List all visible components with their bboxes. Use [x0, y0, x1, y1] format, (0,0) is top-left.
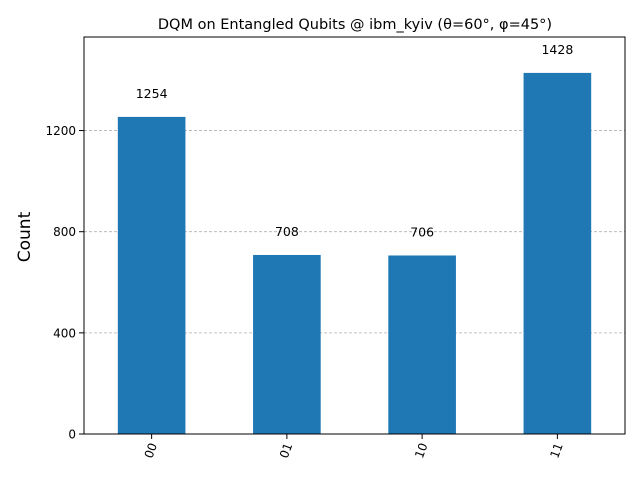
y-ticks: 0 400 800 1200 [45, 124, 84, 442]
x-tick-label: 01 [277, 441, 295, 460]
data-labels: 1254 708 706 1428 [136, 42, 574, 240]
bars [117, 72, 592, 434]
x-tick-label: 11 [547, 441, 565, 460]
data-label-01: 708 [275, 224, 299, 239]
x-tick-label: 10 [412, 441, 430, 460]
bar-00 [117, 116, 186, 434]
bar-11 [523, 72, 592, 434]
x-tick-label: 00 [142, 441, 160, 460]
x-ticks: 00 01 10 11 [142, 434, 566, 460]
bar-10 [388, 255, 456, 434]
bar-01 [253, 254, 321, 434]
y-axis-label: Count [15, 211, 35, 262]
data-label-11: 1428 [541, 42, 573, 57]
data-label-10: 706 [410, 224, 434, 239]
chart-title: DQM on Entangled Qubits @ ibm_kyiv (θ=60… [158, 17, 552, 33]
plot-frame [83, 36, 626, 435]
y-tick-label: 800 [53, 225, 76, 239]
y-tick-label: 0 [68, 428, 76, 442]
data-label-00: 1254 [136, 86, 168, 101]
y-tick-label: 400 [53, 326, 76, 340]
y-tick-label: 1200 [45, 124, 76, 138]
